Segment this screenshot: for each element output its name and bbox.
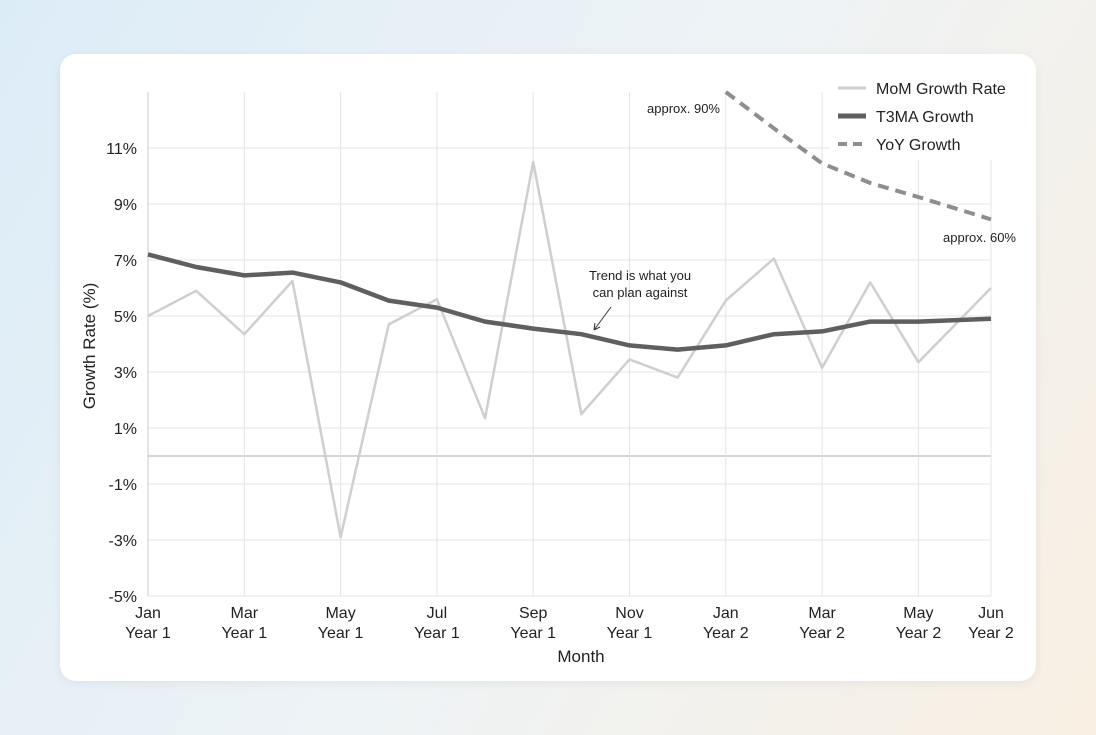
x-tick-label-year: Year 1 <box>318 625 364 642</box>
y-tick-label: -1% <box>109 477 137 494</box>
x-tick-label-year: Year 1 <box>125 625 171 642</box>
x-tick-label-month: Jan <box>135 605 161 622</box>
x-tick-label-year: Year 2 <box>799 625 845 642</box>
x-tick-label-month: May <box>903 605 933 622</box>
x-axis-ticks: Jan Year 1 Mar Year 1 May Year 1 Jul Year 1 Sep Y… <box>125 605 1014 642</box>
x-axis-label: Month <box>557 647 604 666</box>
x-tick-label-month: Sep <box>519 605 548 622</box>
x-tick-label-month: Mar <box>231 605 259 622</box>
annotation-approx-60: approx. 60% <box>943 230 1016 245</box>
legend-label-t3ma: T3MA Growth <box>876 109 974 126</box>
x-tick-label-month: Nov <box>615 605 643 622</box>
chart-card: 11% 9% 7% 5% 3% 1% -1% -3% -5% Jan Year 1 Mar Year … <box>60 54 1036 681</box>
annotation-trend-line1: Trend is what you <box>589 268 691 283</box>
grid <box>147 92 992 597</box>
x-tick-label-month: Jul <box>427 605 447 622</box>
growth-line-chart: 11% 9% 7% 5% 3% 1% -1% -3% -5% Jan Year 1 Mar Year … <box>80 72 1026 666</box>
y-tick-label: 11% <box>106 141 137 158</box>
x-tick-label-month: Jan <box>713 605 739 622</box>
x-tick-label-year: Year 2 <box>968 625 1014 642</box>
series-line-t3ma-growth <box>147 252 992 352</box>
annotation-arrow <box>593 306 612 331</box>
annotation-approx-90: approx. 90% <box>647 101 720 116</box>
y-tick-label: -3% <box>109 533 137 550</box>
series-line-mom-growth-rate <box>147 160 992 539</box>
y-tick-label: 5% <box>114 309 137 326</box>
y-tick-label: 3% <box>114 365 137 382</box>
y-tick-label: 7% <box>114 253 137 270</box>
y-axis-label: Growth Rate (%) <box>80 283 99 410</box>
y-axis-ticks: 11% 9% 7% 5% 3% 1% -1% -3% -5% <box>106 141 137 606</box>
legend: MoM Growth Rate T3MA Growth YoY Growth <box>830 72 1026 160</box>
y-tick-label: 1% <box>114 421 137 438</box>
legend-label-yoy: YoY Growth <box>876 137 961 154</box>
x-tick-label-month: May <box>325 605 355 622</box>
x-tick-label-year: Year 1 <box>607 625 653 642</box>
x-tick-label-year: Year 2 <box>896 625 942 642</box>
x-tick-label-year: Year 1 <box>414 625 460 642</box>
annotation-trend-line2: can plan against <box>593 285 688 300</box>
x-tick-label-year: Year 1 <box>221 625 267 642</box>
y-tick-label: -5% <box>109 589 137 606</box>
series-lines <box>147 90 992 539</box>
x-tick-label-month: Mar <box>808 605 836 622</box>
series-line-yoy-growth <box>724 90 992 222</box>
legend-label-mom: MoM Growth Rate <box>876 81 1006 98</box>
x-tick-label-year: Year 2 <box>703 625 749 642</box>
y-tick-label: 9% <box>114 197 137 214</box>
x-tick-label-year: Year 1 <box>510 625 556 642</box>
x-tick-label-month: Jun <box>978 605 1004 622</box>
